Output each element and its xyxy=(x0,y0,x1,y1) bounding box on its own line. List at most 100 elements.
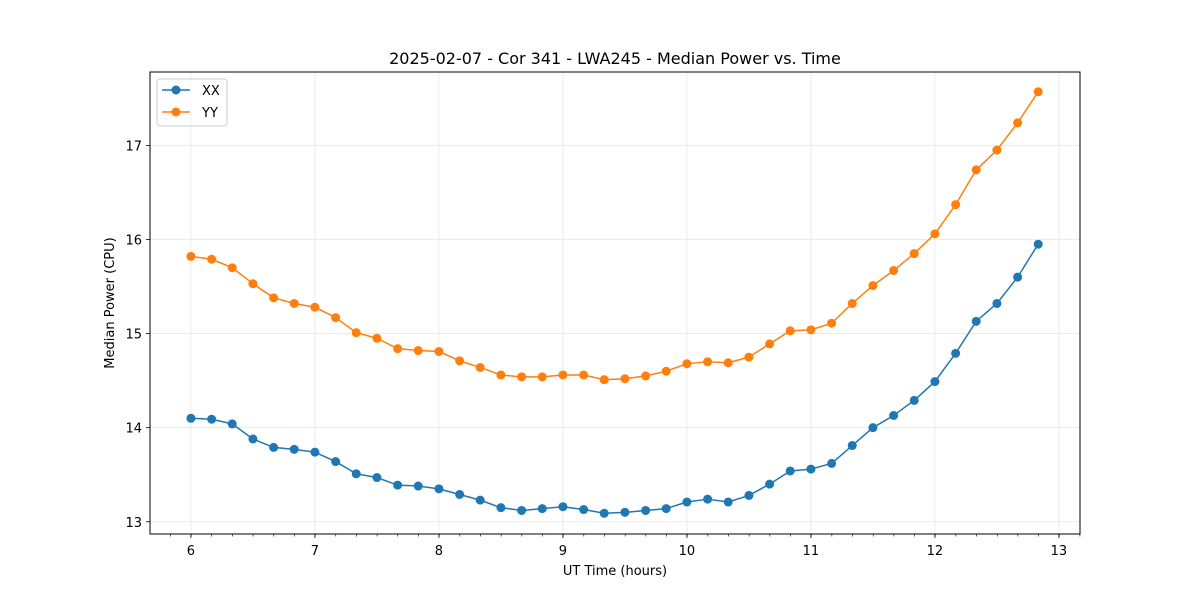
x-tick-label: 7 xyxy=(311,544,319,559)
data-point-xx xyxy=(331,457,341,467)
data-point-xx xyxy=(351,469,361,479)
legend-marker-xx xyxy=(171,85,181,95)
data-point-xx xyxy=(847,441,857,451)
x-tick-label: 13 xyxy=(1051,544,1068,559)
data-point-yy xyxy=(599,375,609,385)
data-point-xx xyxy=(289,444,299,454)
data-point-xx xyxy=(682,497,692,507)
legend: XX YY xyxy=(156,78,228,127)
data-point-yy xyxy=(289,298,299,308)
legend-marker-yy xyxy=(171,107,181,117)
data-point-yy xyxy=(661,366,671,376)
data-point-yy xyxy=(723,358,733,368)
data-point-xx xyxy=(868,423,878,433)
data-point-yy xyxy=(992,145,1002,155)
data-point-xx xyxy=(579,505,589,515)
data-point-yy xyxy=(806,325,816,335)
data-point-xx xyxy=(186,413,196,423)
data-point-xx xyxy=(413,481,423,491)
data-point-yy xyxy=(537,372,547,382)
data-point-yy xyxy=(682,359,692,369)
y-tick-label: 17 xyxy=(125,139,142,154)
data-point-yy xyxy=(909,249,919,259)
y-tick-label: 15 xyxy=(125,328,142,343)
data-point-yy xyxy=(413,346,423,356)
data-point-yy xyxy=(1013,118,1023,128)
data-point-yy xyxy=(641,371,651,381)
data-point-yy xyxy=(827,318,837,328)
data-point-xx xyxy=(537,504,547,514)
data-point-yy xyxy=(186,251,196,261)
data-point-xx xyxy=(269,442,279,452)
data-point-yy xyxy=(434,346,444,356)
data-point-xx xyxy=(207,414,217,424)
data-point-xx xyxy=(248,434,258,444)
data-point-yy xyxy=(889,266,899,276)
data-point-yy xyxy=(496,370,506,380)
data-point-xx xyxy=(1013,272,1023,282)
chart-title: 2025-02-07 - Cor 341 - LWA245 - Median P… xyxy=(389,49,841,68)
data-point-yy xyxy=(331,313,341,323)
series-layer xyxy=(186,87,1043,518)
plot-frame xyxy=(149,71,1081,535)
data-point-yy xyxy=(372,333,382,343)
data-point-xx xyxy=(765,479,775,489)
data-point-yy xyxy=(517,372,527,382)
data-point-yy xyxy=(1033,87,1043,97)
data-point-yy xyxy=(744,352,754,362)
x-axis-label: UT Time (hours) xyxy=(563,564,667,579)
ticks: 6 7 8 9 10 11 12 13 13 14 15 16 17 xyxy=(125,139,1081,559)
data-point-xx xyxy=(723,497,733,507)
data-point-xx xyxy=(661,504,671,514)
data-point-xx xyxy=(992,298,1002,308)
data-point-xx xyxy=(951,348,961,358)
data-point-xx xyxy=(372,473,382,483)
data-point-xx xyxy=(475,495,485,505)
data-point-yy xyxy=(558,370,568,380)
data-point-yy xyxy=(930,229,940,239)
data-point-xx xyxy=(496,503,506,513)
data-point-yy xyxy=(847,298,857,308)
data-point-xx xyxy=(641,505,651,515)
x-tick-label: 6 xyxy=(187,544,195,559)
data-point-yy xyxy=(951,200,961,210)
data-point-xx xyxy=(889,410,899,420)
data-point-yy xyxy=(269,293,279,303)
data-point-yy xyxy=(455,356,465,366)
data-point-xx xyxy=(971,316,981,326)
y-tick-label: 14 xyxy=(125,422,142,437)
legend-label-xx: XX xyxy=(202,84,220,99)
data-point-yy xyxy=(971,165,981,175)
x-tick-label: 8 xyxy=(435,544,443,559)
data-point-yy xyxy=(310,302,320,312)
data-point-xx xyxy=(620,507,630,517)
data-point-yy xyxy=(351,328,361,338)
data-point-xx xyxy=(517,505,527,515)
x-tick-label: 9 xyxy=(559,544,567,559)
data-point-yy xyxy=(868,281,878,291)
data-point-yy xyxy=(785,326,795,336)
data-point-xx xyxy=(827,458,837,468)
data-point-yy xyxy=(475,362,485,372)
data-point-xx xyxy=(806,464,816,474)
data-point-yy xyxy=(579,370,589,380)
data-point-xx xyxy=(785,466,795,476)
legend-label-yy: YY xyxy=(201,106,218,121)
data-point-yy xyxy=(248,279,258,289)
data-point-yy xyxy=(765,339,775,349)
data-point-xx xyxy=(909,395,919,405)
data-point-yy xyxy=(393,344,403,354)
data-point-xx xyxy=(434,484,444,494)
data-point-xx xyxy=(455,489,465,499)
data-point-xx xyxy=(227,419,237,429)
data-point-xx xyxy=(599,508,609,518)
data-point-yy xyxy=(207,254,217,264)
data-point-xx xyxy=(703,494,713,504)
data-point-xx xyxy=(744,490,754,500)
data-point-yy xyxy=(620,374,630,384)
x-tick-label: 11 xyxy=(803,544,820,559)
data-point-xx xyxy=(310,447,320,457)
data-point-xx xyxy=(558,502,568,512)
data-point-xx xyxy=(1033,239,1043,249)
